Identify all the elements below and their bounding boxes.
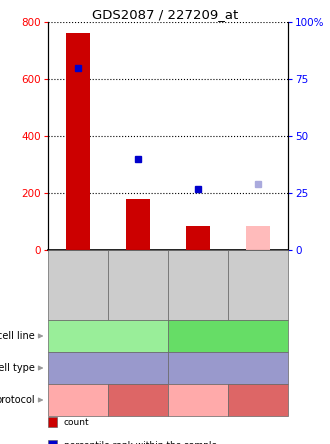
Text: GSM112324: GSM112324 (253, 258, 262, 312)
Bar (246, 226, 270, 250)
Text: GSM112319: GSM112319 (74, 258, 82, 313)
Text: control: control (62, 396, 94, 404)
Text: GSM112320: GSM112320 (134, 258, 143, 313)
Text: control: control (182, 396, 214, 404)
Text: squamous: squamous (199, 363, 257, 373)
Text: GSM112323: GSM112323 (193, 258, 203, 313)
Bar (186, 226, 210, 250)
Text: count: count (64, 417, 89, 427)
Text: p63
knockdown: p63 knockdown (232, 390, 283, 410)
Text: HaCaT: HaCaT (90, 331, 126, 341)
Bar (126, 199, 150, 250)
Text: keratinocyte: keratinocyte (73, 363, 143, 373)
Text: cell line: cell line (0, 331, 35, 341)
Text: protocol: protocol (0, 395, 35, 405)
Text: cell type: cell type (0, 363, 35, 373)
Text: p63
knockdown: p63 knockdown (113, 390, 164, 410)
Text: percentile rank within the sample: percentile rank within the sample (64, 440, 217, 444)
Bar (66, 33, 90, 250)
Text: GDS2087 / 227209_at: GDS2087 / 227209_at (92, 8, 238, 21)
Text: SCC-1: SCC-1 (211, 331, 245, 341)
